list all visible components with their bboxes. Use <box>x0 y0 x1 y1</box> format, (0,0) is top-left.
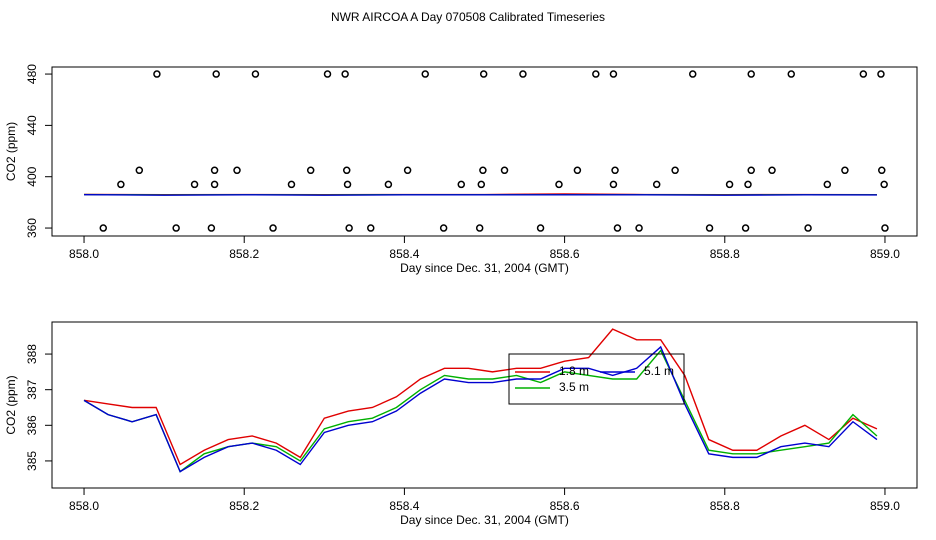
data-line <box>84 193 877 196</box>
legend-label: 5.1 m <box>644 364 674 378</box>
calibration-point <box>880 180 888 189</box>
calibration-point <box>403 166 412 175</box>
calibration-point <box>190 180 199 189</box>
x-axis-title: Day since Dec. 31, 2004 (GMT) <box>400 513 569 527</box>
x-tick-label: 858.0 <box>69 247 99 261</box>
calibration-point <box>172 224 180 232</box>
data-line <box>83 328 878 466</box>
calibration-point <box>881 224 889 232</box>
calibration-point <box>135 166 144 175</box>
calibration-point <box>859 70 868 78</box>
calibration-point <box>823 180 832 189</box>
data-line <box>83 345 878 473</box>
calibration-point <box>439 224 448 232</box>
calibration-point <box>519 70 527 78</box>
legend-label: 3.5 m <box>559 380 589 394</box>
calibration-point <box>323 70 332 78</box>
calibration-point <box>555 180 563 189</box>
y-tick-label: 440 <box>25 115 39 135</box>
calibration-point <box>573 166 582 175</box>
y-tick-label: 385 <box>25 451 39 471</box>
legend-label: 1.8 m <box>559 364 589 378</box>
calibration-point <box>500 166 509 175</box>
calibration-point <box>744 180 752 189</box>
y-tick-label: 388 <box>25 344 39 364</box>
calibration-point <box>613 224 622 232</box>
calibration-point <box>841 166 849 175</box>
calibration-point <box>741 224 750 232</box>
x-tick-label: 858.0 <box>69 499 99 513</box>
calibration-point <box>210 180 219 189</box>
calibration-point <box>99 224 108 232</box>
calibration-point <box>609 70 618 78</box>
calibration-point <box>609 180 618 189</box>
calibration-point <box>475 224 484 232</box>
calibration-point <box>251 70 260 78</box>
calibration-point <box>768 166 776 175</box>
calibration-point <box>592 70 600 78</box>
x-tick-label: 858.4 <box>389 499 419 513</box>
calibration-point <box>747 70 755 78</box>
x-tick-label: 859.0 <box>870 247 900 261</box>
calibration-point <box>287 180 296 189</box>
calibration-point <box>345 224 353 232</box>
calibration-point <box>671 166 679 175</box>
x-tick-label: 858.8 <box>710 247 740 261</box>
calibration-point <box>341 70 349 78</box>
calibration-point <box>269 224 277 232</box>
calibration-point <box>477 180 486 189</box>
y-tick-label: 360 <box>25 218 39 238</box>
calibration-point <box>877 70 885 78</box>
x-tick-label: 858.6 <box>550 247 580 261</box>
calibration-point <box>306 166 315 175</box>
calibration-point <box>652 180 661 189</box>
calibration-point <box>635 224 643 232</box>
calibration-point <box>804 224 812 232</box>
calibration-point <box>457 180 466 189</box>
calibration-point <box>787 70 796 78</box>
x-tick-label: 859.0 <box>870 499 900 513</box>
calibration-point <box>233 166 241 175</box>
y-axis-title: CO2 (ppm) <box>4 375 18 434</box>
calibration-point <box>479 70 488 78</box>
calibration-point <box>747 166 755 175</box>
calibration-point <box>343 180 352 189</box>
calibration-point <box>705 224 714 232</box>
calibration-point <box>536 224 545 232</box>
y-tick-label: 386 <box>25 415 39 435</box>
calibration-point <box>479 166 487 175</box>
x-tick-label: 858.2 <box>229 499 259 513</box>
calibration-point <box>878 166 886 175</box>
x-tick-label: 858.4 <box>389 247 419 261</box>
calibration-point <box>384 180 393 189</box>
calibration-point <box>207 224 216 232</box>
calibration-point <box>688 70 697 78</box>
plot-frame <box>51 66 918 237</box>
x-tick-label: 858.8 <box>710 499 740 513</box>
x-tick-label: 858.2 <box>229 247 259 261</box>
x-tick-label: 858.6 <box>550 499 580 513</box>
legend-box <box>508 353 685 405</box>
calibration-point <box>421 70 429 78</box>
calibration-point <box>342 166 351 175</box>
y-tick-label: 387 <box>25 379 39 399</box>
calibration-point <box>725 180 734 189</box>
data-line <box>83 349 878 473</box>
chart-title: NWR AIRCOA A Day 070508 Calibrated Times… <box>331 10 605 24</box>
y-tick-label: 480 <box>25 64 39 84</box>
calibration-point <box>210 166 219 175</box>
calibration-point <box>212 70 220 78</box>
y-tick-label: 400 <box>25 166 39 186</box>
calibration-point <box>367 224 375 232</box>
x-axis-title: Day since Dec. 31, 2004 (GMT) <box>400 261 569 275</box>
plot-frame <box>51 321 918 489</box>
calibration-point <box>117 180 125 189</box>
y-axis-title: CO2 (ppm) <box>4 122 18 181</box>
calibration-point <box>153 70 161 78</box>
calibration-point <box>611 166 619 175</box>
